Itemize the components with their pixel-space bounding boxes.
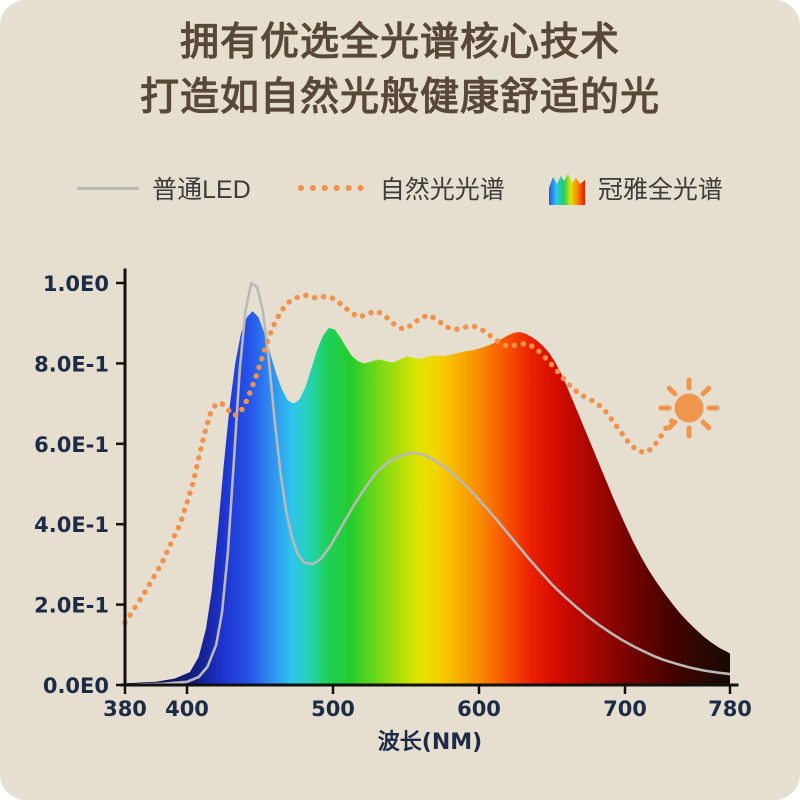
x-tick-label: 700 [603, 697, 647, 721]
chart-legend: 普通LED 自然光光谱 [0, 170, 800, 206]
legend-item-full-spectrum: 冠雅全光谱 [548, 170, 723, 206]
chart-axes [120, 268, 739, 687]
legend-label-full-spectrum: 冠雅全光谱 [597, 176, 723, 204]
x-tick-label: 600 [457, 697, 501, 721]
y-tick-label: 2.0E-1 [34, 594, 109, 618]
x-tick-label: 500 [311, 697, 355, 721]
legend-label-ordinary-led: 普通LED [152, 176, 251, 204]
y-tick-label: 8.0E-1 [34, 352, 109, 376]
rainbow-spectrum-icon [548, 174, 585, 205]
page-title: 拥有优选全光谱核心技术 打造如自然光般健康舒适的光 [0, 16, 800, 125]
title-line-1: 拥有优选全光谱核心技术 [179, 21, 620, 64]
orange-dots-swatch [297, 185, 366, 191]
chart-series [122, 281, 731, 687]
ordinary-led-curve [124, 281, 731, 687]
y-tick-label: 6.0E-1 [34, 433, 109, 457]
legend-item-ordinary-led: 普通LED [77, 170, 251, 206]
sun-icon [658, 377, 720, 439]
gray-line-swatch [77, 186, 140, 190]
y-tick-label: 4.0E-1 [34, 513, 109, 537]
title-line-2: 打造如自然光般健康舒适的光 [139, 75, 660, 119]
x-tick-label: 380 [103, 697, 147, 721]
legend-item-natural-light: 自然光光谱 [295, 170, 505, 206]
natural-light-curve [122, 292, 682, 626]
axis-ticks: 380 400 500 600 700 780 1.0E0 8.0E-1 6.0E-1 4.0E-… [34, 272, 752, 721]
full-spectrum-area [125, 311, 730, 685]
x-axis-label: 波长(NM) [378, 730, 482, 755]
x-tick-label: 780 [708, 697, 752, 721]
x-tick-label: 400 [165, 697, 209, 721]
y-tick-label: 1.0E0 [43, 272, 109, 296]
legend-label-natural-light: 自然光光谱 [379, 176, 505, 204]
y-tick-label: 0.0E0 [43, 674, 109, 698]
